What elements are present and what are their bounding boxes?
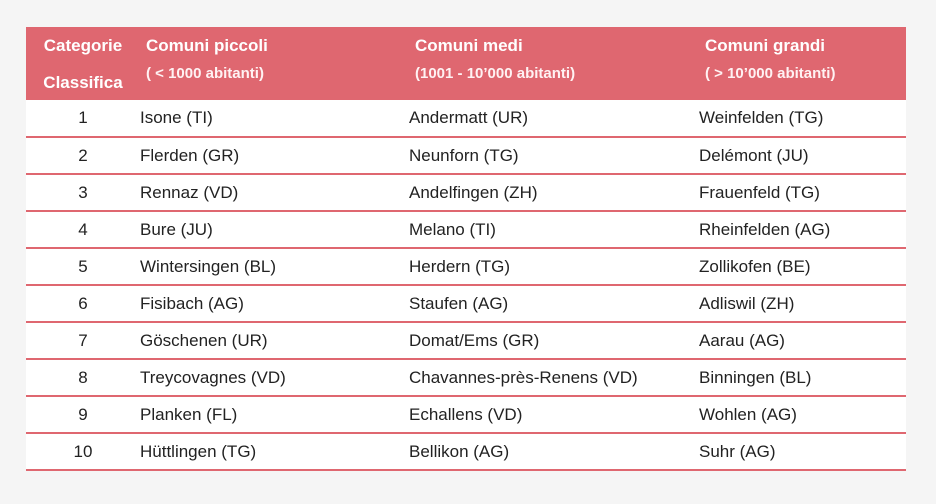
small-municipality-cell: Bure (JU) — [140, 211, 383, 249]
header-large-cell: Comuni grandi ( > 10’000 abitanti) — [673, 27, 906, 100]
header-medium-title: Comuni medi (1001 - 10’000 abitanti) — [383, 27, 673, 83]
table-header: Categorie Classifica Comuni piccoli ( < … — [26, 27, 906, 100]
header-small-cell: Comuni piccoli ( < 1000 abitanti) — [140, 27, 383, 100]
table-row: 2 Flerden (GR) Neunforn (TG) Delémont (JU) — [26, 137, 906, 175]
rank-cell: 10 — [26, 433, 140, 471]
table-body: 1 Isone (TI) Andermatt (UR) Weinfelden (TG)… — [26, 100, 906, 471]
header-medium-title-text: Comuni medi — [415, 36, 523, 55]
ranking-table: Categorie Classifica Comuni piccoli ( < … — [26, 27, 906, 471]
large-municipality-cell: Aarau (AG) — [673, 322, 906, 360]
header-small-title-text: Comuni piccoli — [146, 36, 268, 55]
medium-municipality-cell: Melano (TI) — [383, 211, 673, 249]
header-small-subtitle: ( < 1000 abitanti) — [146, 65, 264, 82]
table-row: 8 Treycovagnes (VD) Chavannes-près-Renens … — [26, 359, 906, 397]
medium-municipality-cell: Herdern (TG) — [383, 248, 673, 286]
large-municipality-cell: Zollikofen (BE) — [673, 248, 906, 286]
header-rank-label: Classifica — [43, 73, 123, 92]
medium-municipality-cell: Staufen (AG) — [383, 285, 673, 323]
table-row: 3 Rennaz (VD) Andelfingen (ZH) Frauenfeld (… — [26, 174, 906, 212]
rank-cell: 7 — [26, 322, 140, 360]
rank-cell: 2 — [26, 137, 140, 175]
header-category-cell: Categorie Classifica — [26, 27, 140, 100]
header-large-title: Comuni grandi ( > 10’000 abitanti) — [673, 27, 906, 83]
small-municipality-cell: Treycovagnes (VD) — [140, 359, 383, 397]
header-large-title-text: Comuni grandi — [705, 36, 825, 55]
table-row: 6 Fisibach (AG) Staufen (AG) Adliswil (ZH) — [26, 285, 906, 323]
small-municipality-cell: Göschenen (UR) — [140, 322, 383, 360]
table-row: 9 Planken (FL) Echallens (VD) Wohlen (AG) — [26, 396, 906, 434]
large-municipality-cell: Binningen (BL) — [673, 359, 906, 397]
large-municipality-cell: Wohlen (AG) — [673, 396, 906, 434]
medium-municipality-cell: Domat/Ems (GR) — [383, 322, 673, 360]
small-municipality-cell: Fisibach (AG) — [140, 285, 383, 323]
rank-cell: 9 — [26, 396, 140, 434]
header-medium-subtitle: (1001 - 10’000 abitanti) — [415, 65, 576, 82]
header-category-label: Categorie — [43, 36, 123, 55]
table-row: 1 Isone (TI) Andermatt (UR) Weinfelden (TG) — [26, 100, 906, 138]
header-medium-cell: Comuni medi (1001 - 10’000 abitanti) — [383, 27, 673, 100]
medium-municipality-cell: Neunforn (TG) — [383, 137, 673, 175]
large-municipality-cell: Suhr (AG) — [673, 433, 906, 471]
medium-municipality-cell: Echallens (VD) — [383, 396, 673, 434]
table-row: 5 Wintersingen (BL) Herdern (TG) Zollikofen… — [26, 248, 906, 286]
rank-cell: 3 — [26, 174, 140, 212]
large-municipality-cell: Frauenfeld (TG) — [673, 174, 906, 212]
medium-municipality-cell: Andermatt (UR) — [383, 100, 673, 138]
header-large-subtitle: ( > 10’000 abitanti) — [705, 65, 836, 82]
small-municipality-cell: Rennaz (VD) — [140, 174, 383, 212]
table-row: 4 Bure (JU) Melano (TI) Rheinfelden (AG) — [26, 211, 906, 249]
rank-cell: 8 — [26, 359, 140, 397]
rank-cell: 6 — [26, 285, 140, 323]
medium-municipality-cell: Andelfingen (ZH) — [383, 174, 673, 212]
table-row: 7 Göschenen (UR) Domat/Ems (GR) Aarau (AG) — [26, 322, 906, 360]
rank-cell: 5 — [26, 248, 140, 286]
large-municipality-cell: Rheinfelden (AG) — [673, 211, 906, 249]
large-municipality-cell: Delémont (JU) — [673, 137, 906, 175]
small-municipality-cell: Flerden (GR) — [140, 137, 383, 175]
table-row: 10 Hüttlingen (TG) Bellikon (AG) Suhr (AG) — [26, 433, 906, 471]
small-municipality-cell: Wintersingen (BL) — [140, 248, 383, 286]
small-municipality-cell: Planken (FL) — [140, 396, 383, 434]
header-row: Categorie Classifica Comuni piccoli ( < … — [26, 27, 906, 100]
ranking-table-container: Categorie Classifica Comuni piccoli ( < … — [26, 27, 906, 471]
medium-municipality-cell: Bellikon (AG) — [383, 433, 673, 471]
rank-cell: 4 — [26, 211, 140, 249]
header-small-title: Comuni piccoli ( < 1000 abitanti) — [140, 27, 383, 83]
small-municipality-cell: Hüttlingen (TG) — [140, 433, 383, 471]
medium-municipality-cell: Chavannes-près-Renens (VD) — [383, 359, 673, 397]
large-municipality-cell: Weinfelden (TG) — [673, 100, 906, 138]
rank-cell: 1 — [26, 100, 140, 138]
large-municipality-cell: Adliswil (ZH) — [673, 285, 906, 323]
small-municipality-cell: Isone (TI) — [140, 100, 383, 138]
